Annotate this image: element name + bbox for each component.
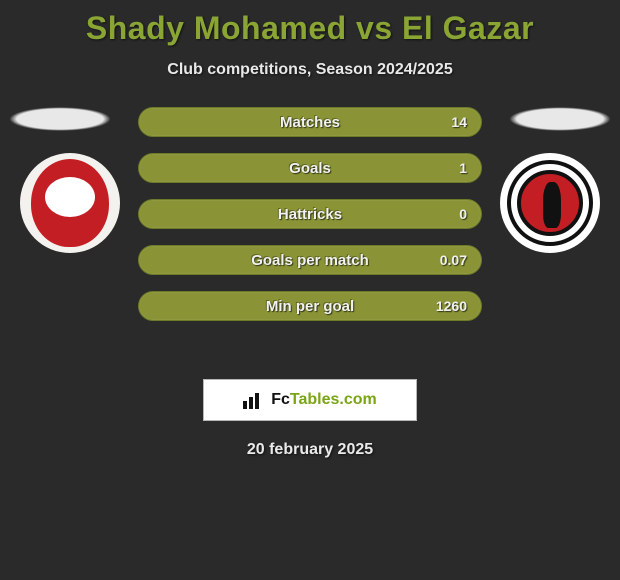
club-badge-right — [500, 153, 600, 253]
brand-prefix: Fc — [271, 391, 290, 408]
stat-bar-label: Goals per match — [139, 252, 481, 269]
stat-bar-label: Matches — [139, 114, 481, 131]
player-right-shadow — [509, 107, 611, 131]
stat-bar-value-right: 0 — [459, 206, 467, 222]
page-title: Shady Mohamed vs El Gazar — [0, 0, 620, 47]
stat-bar-label: Min per goal — [139, 298, 481, 315]
stat-bar-label: Hattricks — [139, 206, 481, 223]
comparison-stage: Matches14 Goals1 Hattricks0 Goals per match… — [0, 107, 620, 367]
stat-bar-value-right: 0.07 — [440, 252, 467, 268]
subtitle: Club competitions, Season 2024/2025 — [0, 61, 620, 79]
date-text: 20 february 2025 — [0, 441, 620, 459]
stat-bar-value-right: 1260 — [436, 298, 467, 314]
brand-suffix: Tables.com — [290, 391, 377, 408]
stat-bar-value-right: 1 — [459, 160, 467, 176]
stat-bars: Matches14 Goals1 Hattricks0 Goals per match… — [138, 107, 482, 337]
stat-bar: Matches14 — [138, 107, 482, 137]
brand-box[interactable]: FcTables.com — [203, 379, 417, 421]
stat-bar: Min per goal1260 — [138, 291, 482, 321]
club-crest-left-icon — [31, 159, 109, 247]
stat-bar: Goals1 — [138, 153, 482, 183]
stat-bar-label: Goals — [139, 160, 481, 177]
stat-bar: Hattricks0 — [138, 199, 482, 229]
brand-chart-icon — [243, 391, 265, 409]
club-crest-right-icon — [507, 160, 593, 246]
stat-bar-value-right: 14 — [451, 114, 467, 130]
brand-text: FcTables.com — [271, 391, 377, 409]
player-left-shadow — [9, 107, 111, 131]
club-badge-left — [20, 153, 120, 253]
stat-bar: Goals per match0.07 — [138, 245, 482, 275]
